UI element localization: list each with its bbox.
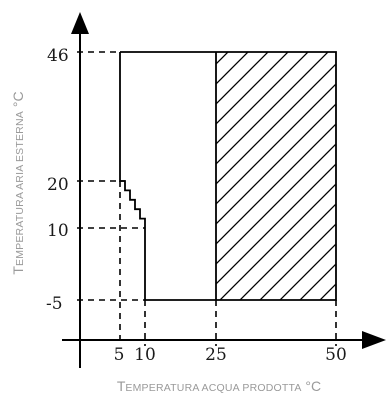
x-tick-5: 5 bbox=[114, 345, 125, 365]
y-tick-46: 46 bbox=[47, 46, 69, 66]
operating-region-outline bbox=[119, 51, 337, 301]
dashed-guide-lines bbox=[77, 51, 337, 346]
x-axis-title: TEMPERATURA ACQUA PRODOTTA °C bbox=[117, 378, 321, 394]
y-tick-minus5: -5 bbox=[46, 294, 63, 314]
hatched-zone bbox=[216, 52, 336, 300]
x-tick-10: 10 bbox=[134, 345, 156, 365]
x-tick-25: 25 bbox=[205, 345, 227, 365]
x-tick-50: 50 bbox=[325, 345, 347, 365]
y-axis-title: TEMPERATURA ARIA ESTERNA °C bbox=[10, 91, 26, 274]
y-tick-20: 20 bbox=[47, 175, 69, 195]
y-tick-10: 10 bbox=[47, 221, 69, 241]
y-axis-arrowhead bbox=[71, 12, 89, 34]
x-axis-arrowhead bbox=[362, 331, 386, 349]
